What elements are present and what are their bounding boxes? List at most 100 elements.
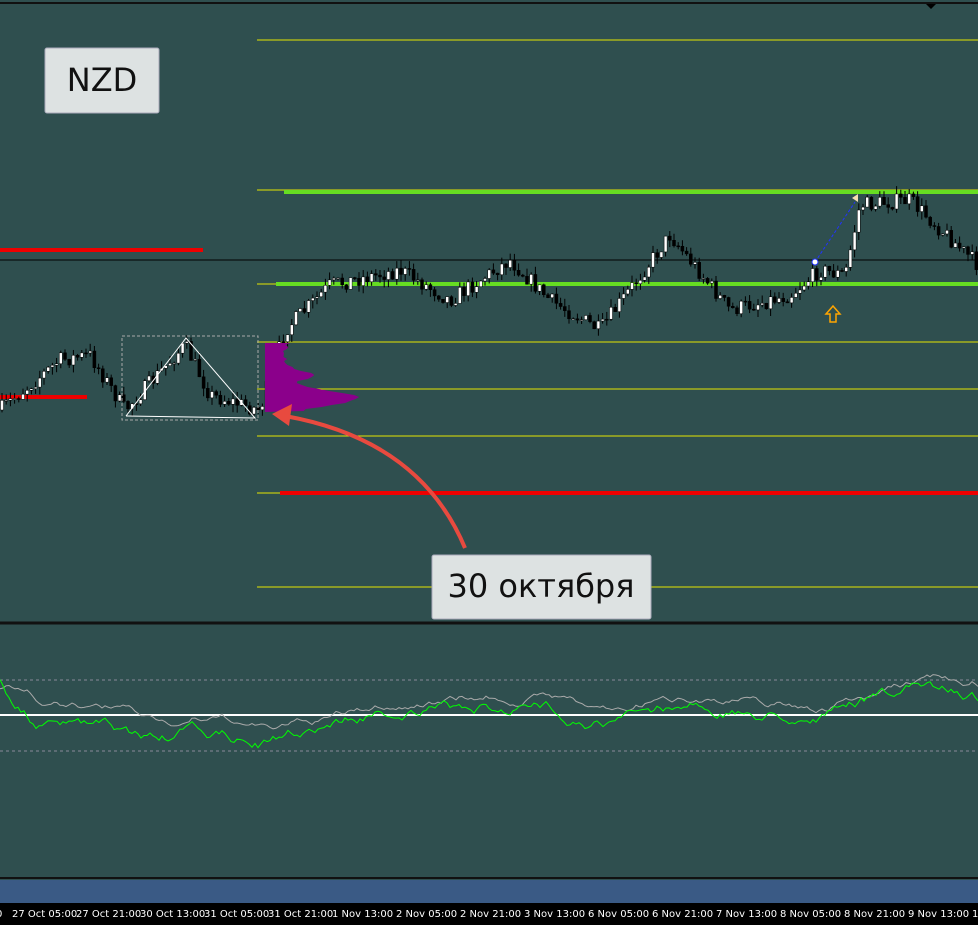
candle-body bbox=[970, 251, 974, 255]
indicator-signal bbox=[0, 674, 978, 730]
candle-body bbox=[374, 273, 378, 276]
candle-body bbox=[147, 375, 151, 381]
time-label: 27 Oct 21:00 bbox=[76, 909, 141, 920]
signal-arrow bbox=[824, 304, 842, 323]
candle-body bbox=[768, 296, 773, 310]
chart-background bbox=[0, 0, 978, 903]
candle-body bbox=[966, 246, 970, 255]
time-label: 0 bbox=[0, 909, 2, 920]
candle-body bbox=[731, 306, 735, 309]
candle-body bbox=[957, 242, 962, 249]
candle-body bbox=[470, 281, 475, 293]
pivot-point bbox=[811, 258, 819, 266]
levels bbox=[0, 39, 978, 588]
candle-body bbox=[390, 271, 395, 280]
candle-body bbox=[823, 265, 827, 278]
candle-body bbox=[630, 282, 634, 290]
candle-body bbox=[663, 235, 668, 253]
candle-body bbox=[831, 270, 836, 278]
candle-body bbox=[210, 391, 214, 399]
candle-body bbox=[462, 287, 466, 296]
time-label: 8 Nov 21:00 bbox=[844, 909, 905, 920]
candle-body bbox=[529, 274, 533, 285]
candle-body bbox=[75, 355, 80, 358]
candle-body bbox=[521, 274, 525, 277]
candle-body bbox=[101, 368, 105, 383]
candle-body bbox=[558, 303, 563, 307]
candle-body bbox=[407, 268, 412, 270]
candle-body bbox=[579, 319, 584, 321]
candle-body bbox=[4, 399, 8, 402]
candle-body bbox=[432, 289, 437, 297]
time-label: 31 Oct 05:00 bbox=[204, 909, 269, 920]
candle-body bbox=[659, 251, 664, 258]
candle-body bbox=[798, 289, 802, 294]
candle-body bbox=[357, 278, 361, 286]
candle-body bbox=[525, 276, 529, 285]
candle-body bbox=[848, 249, 853, 268]
scroll-marker bbox=[926, 4, 936, 9]
candle-body bbox=[172, 362, 176, 365]
candle-body bbox=[802, 285, 806, 291]
candle-body bbox=[369, 273, 374, 283]
candle-body bbox=[474, 286, 479, 293]
candle-body bbox=[117, 394, 122, 402]
candle-body bbox=[59, 352, 63, 365]
candle-body bbox=[894, 193, 899, 210]
candle-body bbox=[466, 281, 470, 296]
candle-body bbox=[974, 251, 978, 270]
annotation-arrow bbox=[284, 414, 467, 549]
candle-body bbox=[626, 289, 630, 295]
candle-body bbox=[50, 364, 55, 368]
candle-body bbox=[437, 295, 441, 300]
pivot-point bbox=[852, 194, 858, 202]
candle-body bbox=[487, 269, 491, 279]
candle-body bbox=[424, 284, 428, 290]
candle-body bbox=[613, 307, 617, 312]
candle-body bbox=[458, 287, 462, 304]
candle-body bbox=[600, 318, 605, 322]
candle-body bbox=[323, 285, 328, 293]
candle-body bbox=[21, 393, 25, 400]
candle-body bbox=[928, 216, 932, 226]
candle-body bbox=[332, 277, 336, 281]
candle-body bbox=[336, 277, 340, 280]
time-label: 8 Nov 05:00 bbox=[780, 909, 841, 920]
candle-body bbox=[735, 307, 739, 314]
candle-body bbox=[588, 315, 592, 322]
candle-body bbox=[949, 230, 953, 248]
candle-body bbox=[180, 342, 185, 354]
volume-profile bbox=[265, 343, 360, 412]
candles bbox=[0, 186, 978, 420]
time-label: 2 Nov 21:00 bbox=[460, 909, 521, 920]
candle-body bbox=[882, 197, 886, 205]
candle-body bbox=[298, 308, 302, 312]
candle-body bbox=[815, 268, 819, 281]
candle-body bbox=[571, 318, 575, 321]
candle-body bbox=[886, 204, 890, 208]
candle-body bbox=[722, 295, 727, 298]
candle-body bbox=[739, 300, 743, 314]
candle-body bbox=[479, 280, 483, 287]
candle-body bbox=[638, 280, 643, 284]
candle-body bbox=[546, 294, 550, 298]
candle-body bbox=[428, 284, 433, 290]
time-label: 3 Nov 13:00 bbox=[524, 909, 585, 920]
candle-body bbox=[185, 341, 189, 344]
candle-body bbox=[218, 394, 223, 405]
candle-body bbox=[563, 306, 567, 311]
candle-body bbox=[483, 278, 487, 282]
candle-body bbox=[63, 352, 67, 360]
candle-body bbox=[873, 205, 878, 210]
candle-body bbox=[592, 321, 596, 330]
candle-body bbox=[621, 293, 626, 299]
candle-body bbox=[726, 297, 731, 307]
candle-body bbox=[38, 377, 42, 388]
candle-body bbox=[567, 310, 571, 320]
candle-body bbox=[819, 276, 823, 281]
volume-panel bbox=[0, 880, 978, 903]
candle-body bbox=[869, 196, 874, 210]
